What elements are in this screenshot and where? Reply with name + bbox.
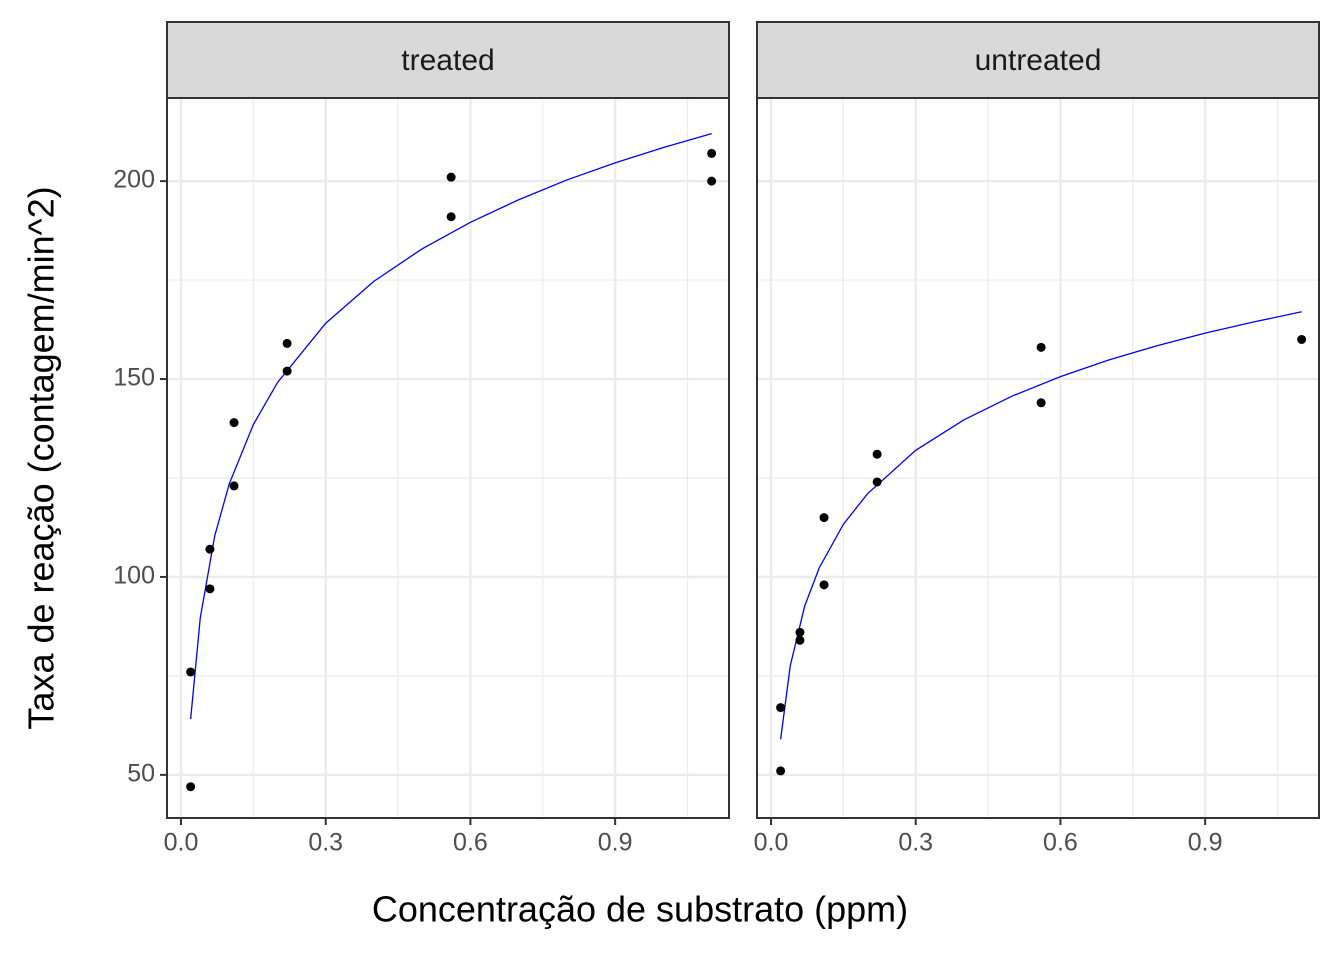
point — [229, 418, 239, 428]
x-tick-label: 0.6 — [1043, 829, 1078, 857]
x-tick-label: 0.0 — [754, 829, 789, 857]
strip — [756, 21, 1320, 99]
point — [186, 667, 196, 677]
point — [1036, 398, 1046, 408]
x-tick-label: 0.6 — [453, 829, 488, 857]
y-tick-label: 50 — [127, 759, 155, 787]
x-tick-label: 0.3 — [308, 829, 343, 857]
point — [205, 584, 215, 594]
x-tick-label: 0.0 — [164, 829, 199, 857]
point — [795, 627, 805, 637]
point — [205, 544, 215, 554]
y-tick-label: 200 — [113, 166, 155, 194]
point — [707, 176, 717, 186]
point — [282, 338, 292, 348]
x-tick-label: 0.9 — [598, 829, 633, 857]
point — [446, 212, 456, 222]
x-axis-label: Concentração de substrato (ppm) — [372, 889, 908, 930]
fit-line — [189, 132, 712, 720]
y-tick-label: 100 — [113, 562, 155, 590]
fit-line — [779, 311, 1302, 740]
point — [776, 766, 786, 776]
panel — [757, 98, 1319, 818]
point — [229, 481, 239, 491]
point — [707, 148, 717, 158]
strip — [166, 21, 730, 99]
point — [819, 580, 829, 590]
point — [1297, 334, 1307, 344]
point — [872, 477, 882, 487]
strip-label: treated — [401, 44, 494, 77]
point — [1036, 342, 1046, 352]
point — [819, 513, 829, 523]
point — [282, 366, 292, 376]
point — [446, 172, 456, 182]
point — [776, 703, 786, 713]
panel — [167, 98, 729, 818]
point — [186, 782, 196, 792]
point — [872, 449, 882, 459]
strip-label: untreated — [975, 44, 1102, 77]
x-tick-label: 0.3 — [898, 829, 933, 857]
x-tick-label: 0.9 — [1188, 829, 1223, 857]
point — [795, 635, 805, 645]
y-tick-label: 150 — [113, 364, 155, 392]
y-axis-label: Taxa de reação (contagem/min^2) — [21, 186, 62, 729]
